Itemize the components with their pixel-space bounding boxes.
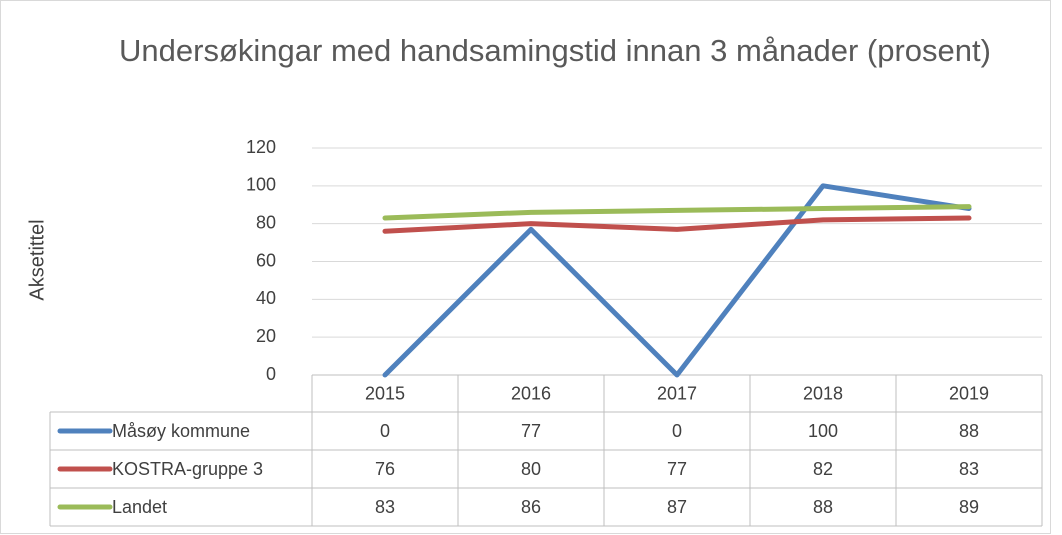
chart-title: Undersøkingar med handsamingstid innan 3…	[119, 33, 991, 68]
y-tick-label: 80	[256, 212, 276, 232]
table-value: 82	[813, 459, 833, 479]
series-line	[382, 204, 972, 221]
y-tick-label: 20	[256, 326, 276, 346]
series-line	[382, 183, 972, 378]
y-tick-label: 0	[266, 364, 276, 384]
table-value: 0	[672, 421, 682, 441]
legend-label: Landet	[112, 497, 167, 517]
table-value: 89	[959, 497, 979, 517]
x-tick-label: 2017	[657, 383, 697, 403]
table-value: 100	[808, 421, 838, 441]
table-value: 83	[375, 497, 395, 517]
x-tick-label: 2016	[511, 383, 551, 403]
table-value: 80	[521, 459, 541, 479]
table-value: 88	[959, 421, 979, 441]
table-value: 88	[813, 497, 833, 517]
legend-label: Måsøy kommune	[112, 421, 250, 441]
x-tick-label: 2015	[365, 383, 405, 403]
x-tick-label: 2018	[803, 383, 843, 403]
y-tick-label: 60	[256, 250, 276, 270]
table-value: 76	[375, 459, 395, 479]
y-axis-title: Aksetittel	[26, 219, 48, 300]
table-value: 83	[959, 459, 979, 479]
y-tick-label: 120	[246, 137, 276, 157]
table-value: 77	[667, 459, 687, 479]
legend-label: KOSTRA-gruppe 3	[112, 459, 263, 479]
y-tick-label: 100	[246, 175, 276, 195]
table-value: 86	[521, 497, 541, 517]
y-tick-label: 40	[256, 288, 276, 308]
series-line	[382, 215, 972, 234]
table-value: 0	[380, 421, 390, 441]
x-tick-label: 2019	[949, 383, 989, 403]
table-value: 87	[667, 497, 687, 517]
table-value: 77	[521, 421, 541, 441]
